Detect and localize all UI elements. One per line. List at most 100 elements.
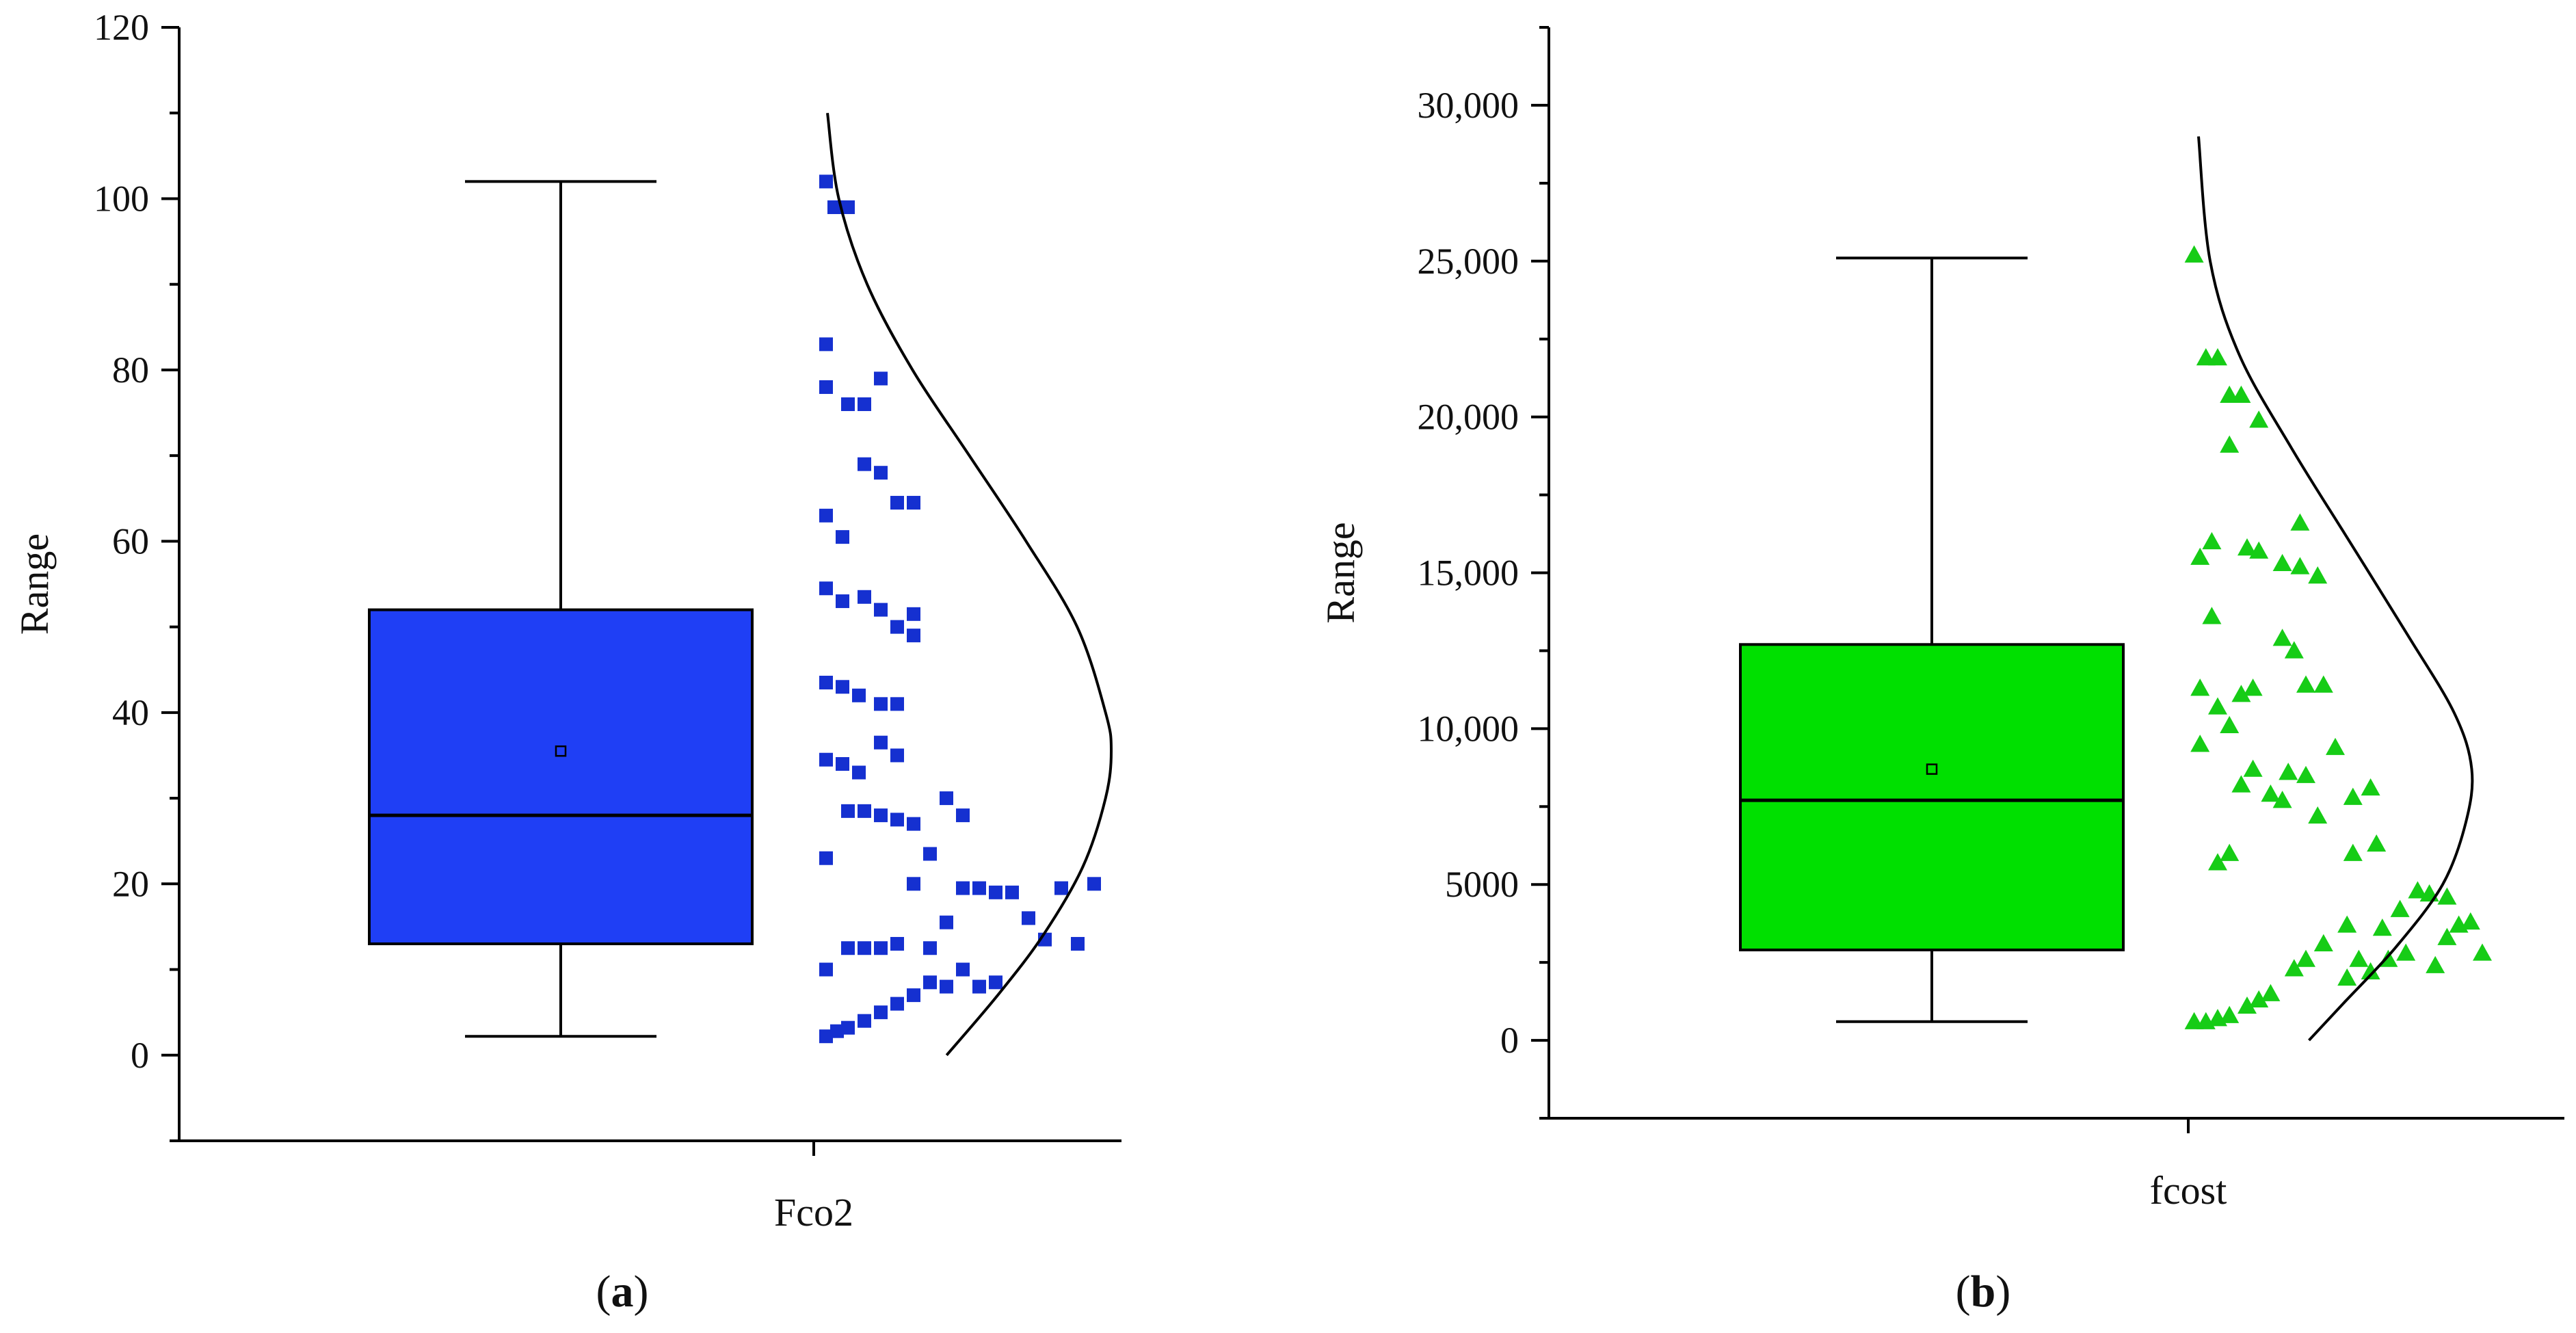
panel-b: 0 5000 10,000 15,000 20,000 25,000 30,000 Rang… [1318, 26, 2564, 1317]
panel-a-point-38 [819, 851, 833, 865]
panel-a-boxplot [368, 180, 754, 1038]
panel-a-point-0 [819, 174, 833, 189]
panel-b-point-46 [2372, 919, 2392, 936]
panel-a-point-32 [858, 804, 871, 818]
panel-a-point-55 [923, 941, 937, 955]
panel-a-iqr-box [368, 608, 754, 945]
panel-a-point-8 [858, 457, 871, 471]
panel-b-point-42 [2437, 887, 2457, 905]
panel-a-point-39 [923, 847, 937, 861]
panel-a-point-33 [874, 808, 888, 823]
panel-b-y-tick-label-4: 20,000 [1418, 397, 1519, 438]
panel-a-label: (a) [596, 1267, 649, 1317]
panel-a-mean-marker [555, 745, 567, 757]
panel-a-point-18 [890, 620, 904, 634]
panel-b-point-21 [2296, 675, 2315, 693]
panel-b-point-37 [2343, 843, 2363, 861]
panel-a-point-37 [956, 808, 970, 823]
panel-b-point-36 [2367, 834, 2387, 852]
panel-b-label: (b) [1956, 1267, 2011, 1317]
panel-a-point-30 [890, 748, 904, 763]
panel-a-point-15 [836, 594, 849, 609]
panel-b-point-28 [2279, 763, 2298, 780]
panel-a-point-43 [989, 885, 1002, 899]
panel-a-y-ticks: 0 20 40 60 80 100 120 [94, 7, 179, 1142]
panel-a-point-68 [819, 1029, 833, 1044]
panel-b-point-5 [2249, 410, 2269, 428]
panel-a-point-44 [1005, 885, 1019, 899]
panel-a: 0 20 40 60 80 100 120 Range Fco2 (a) [12, 7, 1121, 1317]
panel-b-y-tick-label-5: 25,000 [1418, 241, 1519, 282]
panel-a-point-31 [841, 804, 855, 818]
panel-a-point-4 [819, 380, 833, 394]
panel-b-point-2 [2208, 348, 2227, 366]
panel-b-point-58 [2337, 968, 2357, 986]
panel-a-y-tick-label-5: 100 [94, 178, 149, 219]
panel-b-point-26 [2326, 737, 2345, 755]
panel-b-y-tick-label-1: 5000 [1445, 864, 1519, 905]
panel-b-point-38 [2220, 843, 2240, 861]
panel-a-point-3 [819, 337, 833, 352]
panel-b-iqr-box [1739, 643, 2125, 951]
panel-b-point-7 [2290, 513, 2310, 531]
panel-b-point-22 [2313, 675, 2333, 693]
panel-b-point-8 [2202, 531, 2222, 550]
panel-a-y-tick-label-1: 20 [112, 863, 149, 904]
panel-a-point-66 [841, 1020, 855, 1035]
panel-a-point-40 [907, 877, 920, 891]
panel-b-point-34 [2343, 787, 2363, 805]
panel-b-point-15 [2202, 607, 2222, 624]
panel-b-point-65 [2220, 1005, 2240, 1023]
panel-a-point-58 [940, 979, 953, 994]
panel-b-point-40 [2408, 881, 2428, 899]
panel-b-point-18 [2190, 678, 2210, 696]
panel-a-point-12 [819, 508, 833, 523]
panel-a-point-52 [858, 941, 871, 955]
panel-a-point-51 [841, 941, 855, 955]
panel-a-point-20 [907, 607, 920, 621]
panel-b-points [2184, 245, 2492, 1029]
panel-a-density-curve [826, 112, 1113, 1057]
panel-b-point-56 [2349, 949, 2369, 967]
panel-a-point-9 [874, 466, 888, 480]
panel-b-point-23 [2208, 697, 2227, 715]
panel-b-point-24 [2220, 715, 2240, 733]
panel-b-point-43 [2390, 899, 2410, 917]
panel-b-y-tick-label-2: 10,000 [1418, 708, 1519, 749]
panel-b-point-25 [2190, 735, 2210, 752]
panel-a-point-48 [940, 915, 953, 929]
panel-a-category-label: Fco2 [774, 1190, 853, 1235]
panel-a-point-24 [874, 697, 888, 711]
panel-a-point-2 [841, 200, 855, 214]
panel-a-point-65 [858, 1014, 871, 1028]
panel-b-point-27 [2243, 759, 2263, 777]
panel-a-point-35 [907, 817, 920, 831]
panel-a-y-tick-label-3: 60 [112, 520, 149, 562]
panel-a-y-tick-label-2: 40 [112, 692, 149, 733]
panel-b-point-31 [2261, 784, 2281, 802]
panel-b-point-53 [2426, 955, 2445, 973]
panel-a-point-10 [890, 496, 904, 510]
panel-b-point-14 [2308, 566, 2328, 584]
panel-a-point-63 [890, 997, 904, 1011]
panel-b-point-54 [2296, 949, 2315, 967]
panel-a-point-13 [836, 530, 849, 544]
panel-b-point-49 [2437, 927, 2457, 945]
panel-b-point-35 [2308, 806, 2328, 824]
panel-b-point-45 [2313, 934, 2333, 951]
panel-a-point-23 [852, 688, 866, 702]
panel-a-y-tick-label-4: 80 [112, 349, 149, 391]
panel-b-point-55 [2284, 959, 2304, 977]
panel-b-density-curve [2197, 136, 2474, 1042]
panel-b-category-label: fcost [2150, 1168, 2227, 1213]
panel-a-point-7 [874, 371, 888, 386]
panel-b-y-ticks: 0 5000 10,000 15,000 20,000 25,000 30,000 [1418, 26, 1549, 1120]
panel-a-point-17 [874, 603, 888, 617]
panel-a-y-tick-label-0: 0 [131, 1035, 149, 1076]
panel-b-point-61 [2238, 996, 2257, 1014]
panel-a-point-16 [858, 590, 871, 604]
panel-b-point-6 [2220, 435, 2240, 453]
panel-a-point-29 [874, 735, 888, 750]
panel-a-point-46 [1087, 877, 1101, 891]
